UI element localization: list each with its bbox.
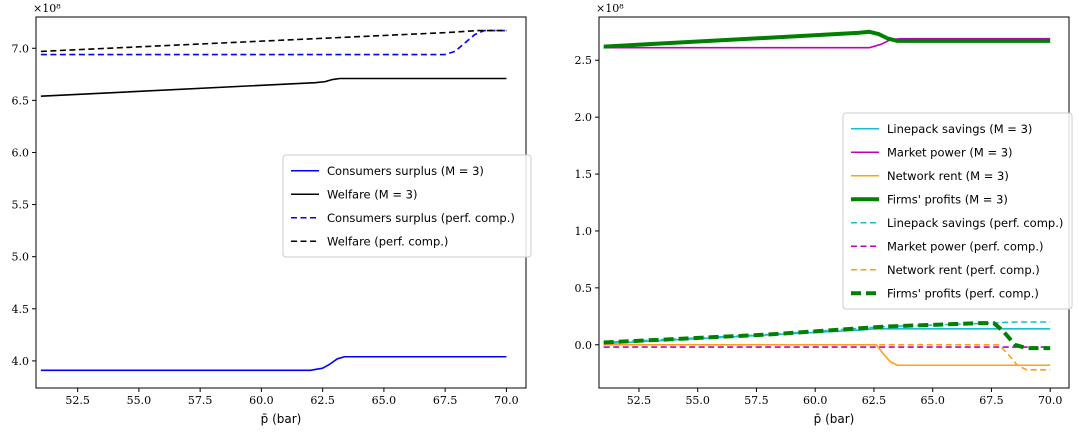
series-line-1 bbox=[40, 77, 507, 97]
legend-label: Network rent (M = 3) bbox=[887, 169, 1009, 183]
x-tick-label: 67.5 bbox=[433, 394, 458, 407]
x-tick-label: 67.5 bbox=[979, 394, 1004, 407]
legend: Consumers surplus (M = 3) Welfare (M = 3)… bbox=[282, 154, 532, 258]
legend-item: Firms' profits (perf. comp.) bbox=[851, 286, 1039, 300]
x-axis-label: p̄ (bar) bbox=[261, 412, 302, 426]
series-line-3 bbox=[40, 29, 507, 53]
series-line-3 bbox=[603, 29, 1051, 49]
legend-item: Firms' profits (M = 3) bbox=[851, 192, 1008, 206]
legend-label: Network rent (perf. comp.) bbox=[887, 263, 1040, 277]
legend-label: Market power (M = 3) bbox=[887, 145, 1013, 159]
legend-label: Firms' profits (M = 3) bbox=[887, 192, 1008, 206]
x-tick-label: 62.5 bbox=[862, 394, 887, 407]
legend-item: Network rent (M = 3) bbox=[851, 169, 1009, 183]
x-tick-label: 65.0 bbox=[372, 394, 397, 407]
y-tick-label: 0.5 bbox=[575, 282, 593, 295]
legend-item: Market power (perf. comp.) bbox=[851, 239, 1044, 253]
series-lines bbox=[603, 29, 1051, 371]
legend-label: Firms' profits (perf. comp.) bbox=[887, 286, 1039, 300]
y-tick-label: 5.5 bbox=[12, 199, 30, 212]
legend-label: Welfare (M = 3) bbox=[327, 187, 417, 201]
legend-item: Welfare (M = 3) bbox=[291, 187, 417, 201]
y-tick-label: 0.0 bbox=[575, 339, 593, 352]
legend-item: Network rent (perf. comp.) bbox=[851, 263, 1040, 277]
legend-item: Consumers surplus (M = 3) bbox=[291, 164, 484, 178]
legend-label: Welfare (perf. comp.) bbox=[327, 234, 448, 248]
legend-box bbox=[282, 154, 532, 258]
y-tick-label: 2.5 bbox=[575, 54, 593, 67]
y-tick-label: 2.0 bbox=[575, 111, 593, 124]
x-axis-label: p̄ (bar) bbox=[814, 412, 855, 426]
legend-label: Linepack savings (M = 3) bbox=[887, 122, 1032, 136]
series-lines bbox=[40, 29, 507, 372]
x-tick-label: 70.0 bbox=[1038, 394, 1063, 407]
x-tick-label: 65.0 bbox=[920, 394, 945, 407]
x-tick-label: 60.0 bbox=[249, 394, 274, 407]
legend-item: Welfare (perf. comp.) bbox=[291, 234, 448, 248]
y-tick-label: 4.5 bbox=[12, 303, 30, 316]
x-tick-label: 52.5 bbox=[65, 394, 90, 407]
x-tick-label: 60.0 bbox=[803, 394, 828, 407]
legend-label: Consumers surplus (perf. comp.) bbox=[327, 211, 515, 225]
y-tick-label: 1.5 bbox=[575, 168, 593, 181]
series-line-0 bbox=[40, 355, 507, 372]
x-tick-label: 52.5 bbox=[627, 394, 652, 407]
y-offset-label: ×10⁸ bbox=[596, 2, 624, 15]
x-tick-label: 57.5 bbox=[744, 394, 769, 407]
x-tick-label: 55.0 bbox=[127, 394, 152, 407]
y-tick-label: 1.0 bbox=[575, 225, 593, 238]
series-line-7 bbox=[603, 321, 1051, 351]
legend: Linepack savings (M = 3) Market power (M … bbox=[842, 112, 1073, 310]
y-tick-label: 6.0 bbox=[12, 146, 30, 159]
right-chart-panel: 52.5 55.0 57.5 60.0 62.5 65.0 67.5 70.0 0.0 0.5 1.… bbox=[575, 2, 1073, 426]
legend-item: Consumers surplus (perf. comp.) bbox=[291, 211, 515, 225]
y-tick-label: 6.5 bbox=[12, 94, 30, 107]
y-tick-label: 7.0 bbox=[12, 42, 30, 55]
x-tick-label: 70.0 bbox=[494, 394, 519, 407]
legend-label: Linepack savings (perf. comp.) bbox=[887, 216, 1063, 230]
legend-label: Consumers surplus (M = 3) bbox=[327, 164, 484, 178]
y-tick-label: 5.0 bbox=[12, 251, 30, 264]
legend-box bbox=[842, 112, 1073, 310]
series-line-1 bbox=[603, 37, 1051, 49]
legend-label: Market power (perf. comp.) bbox=[887, 239, 1044, 253]
x-tick-label: 55.0 bbox=[685, 394, 710, 407]
series-line-6 bbox=[603, 343, 1051, 371]
y-tick-label: 4.0 bbox=[12, 355, 30, 368]
x-tick-label: 57.5 bbox=[188, 394, 213, 407]
x-tick-label: 62.5 bbox=[310, 394, 335, 407]
legend-item: Linepack savings (M = 3) bbox=[851, 122, 1032, 136]
series-line-2 bbox=[40, 29, 507, 56]
y-offset-label: ×10⁸ bbox=[33, 2, 61, 15]
legend-item: Linepack savings (perf. comp.) bbox=[851, 216, 1063, 230]
left-chart-panel: 52.5 55.0 57.5 60.0 62.5 65.0 67.5 70.0 4.0 4.5 5.… bbox=[12, 2, 532, 426]
series-line-2 bbox=[603, 343, 1051, 367]
legend-item: Market power (M = 3) bbox=[851, 145, 1013, 159]
